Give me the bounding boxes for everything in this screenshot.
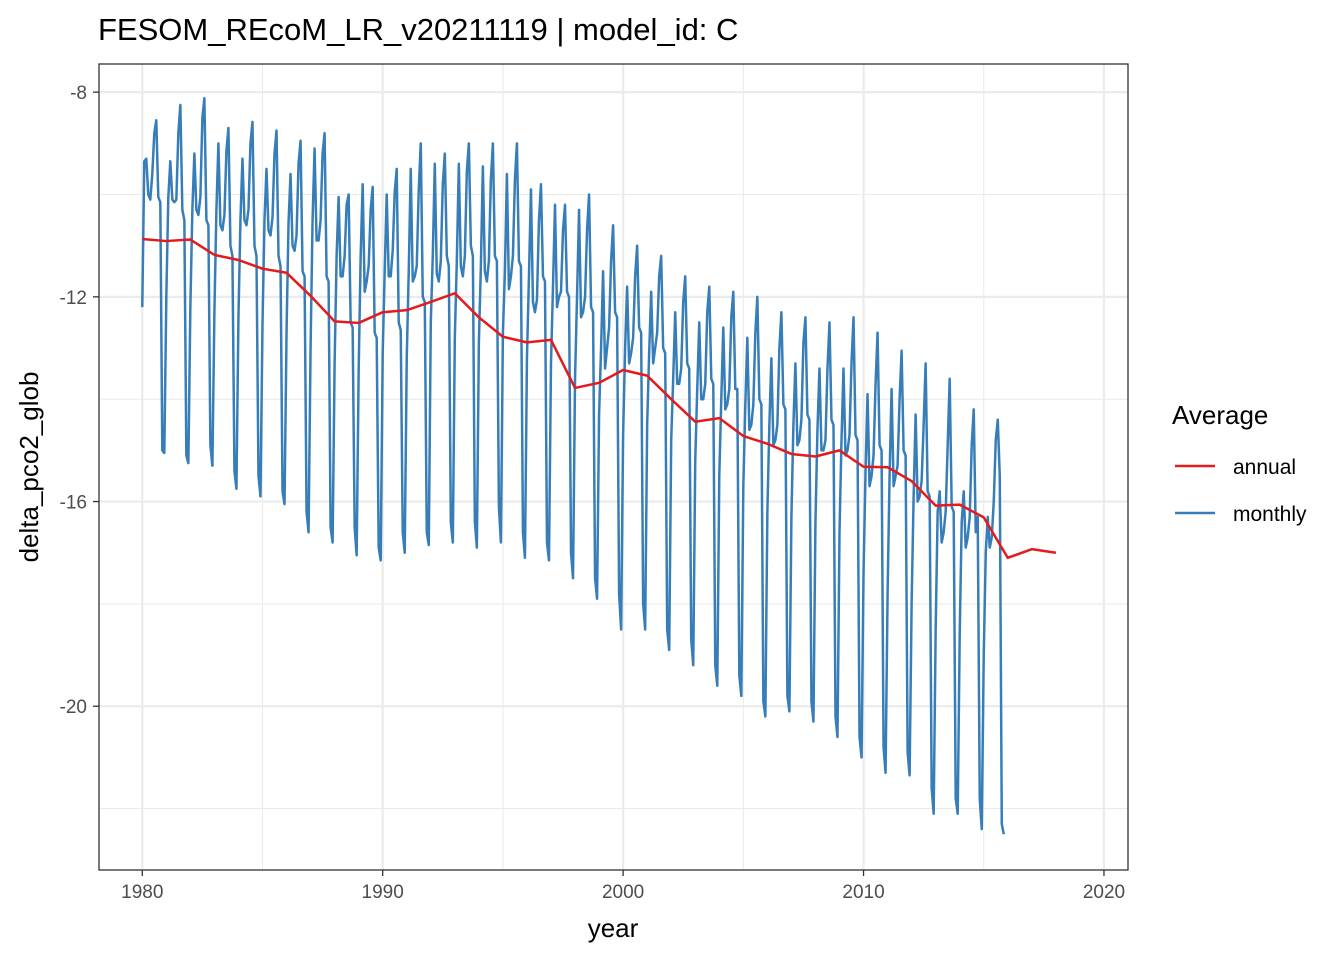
chart-title: FESOM_REcoM_LR_v20211119 | model_id: C bbox=[98, 12, 738, 47]
x-tick-label: 2020 bbox=[1083, 882, 1125, 903]
y-tick-label: -8 bbox=[70, 83, 87, 104]
y-tick-label: -20 bbox=[60, 697, 87, 718]
y-axis-title: delta_pco2_glob bbox=[14, 372, 44, 563]
x-tick-label: 1980 bbox=[121, 882, 163, 903]
plot-border bbox=[98, 63, 1129, 871]
legend-title: Average bbox=[1172, 400, 1268, 430]
x-tick-label: 1990 bbox=[362, 882, 404, 903]
legend-label-annual: annual bbox=[1233, 456, 1296, 479]
series-line-annual bbox=[142, 237, 1057, 560]
y-axis: -8 -12 -16 -20 bbox=[60, 83, 99, 718]
x-axis: 1980 1990 2000 2010 2020 bbox=[121, 870, 1125, 903]
x-tick-label: 2000 bbox=[602, 882, 644, 903]
series-layer bbox=[141, 97, 1057, 835]
legend: Average annual monthly bbox=[1172, 400, 1307, 526]
x-axis-title: year bbox=[588, 913, 639, 943]
y-tick-label: -12 bbox=[60, 288, 87, 309]
y-tick-label: -16 bbox=[60, 493, 87, 514]
series-line-monthly bbox=[141, 97, 1006, 835]
legend-label-monthly: monthly bbox=[1233, 503, 1307, 526]
x-tick-label: 2010 bbox=[842, 882, 884, 903]
